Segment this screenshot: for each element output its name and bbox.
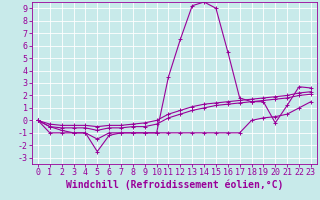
X-axis label: Windchill (Refroidissement éolien,°C): Windchill (Refroidissement éolien,°C) [66, 180, 283, 190]
